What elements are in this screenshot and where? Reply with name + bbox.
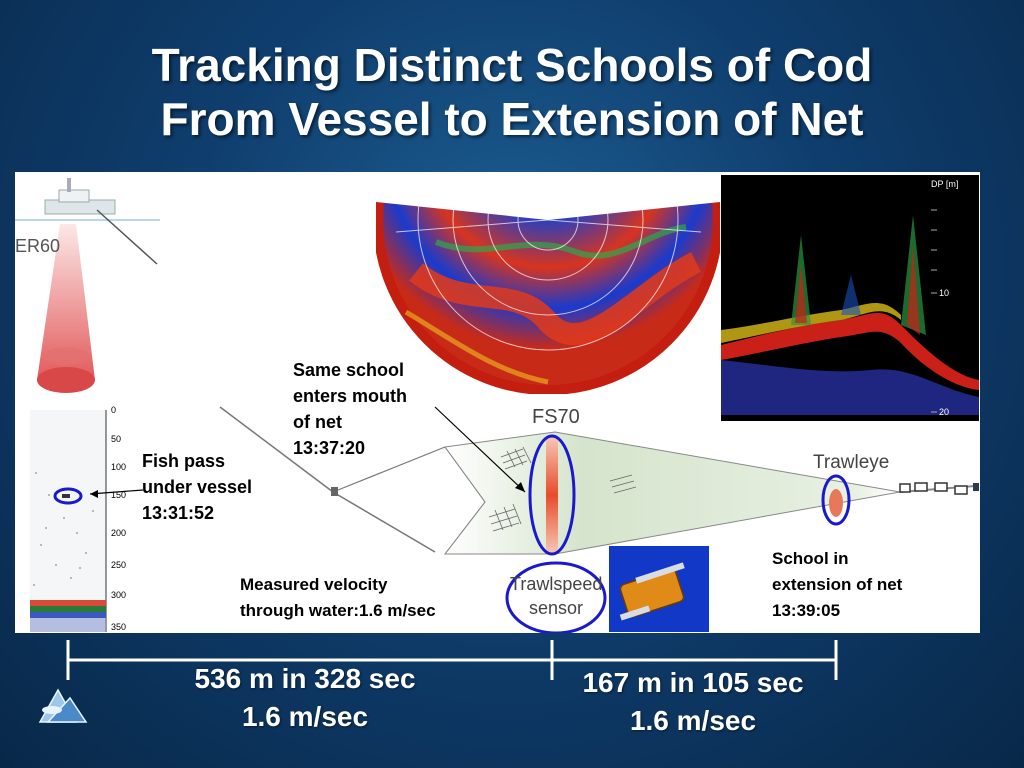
echo-tick: 20	[939, 407, 950, 417]
depth-tick: 50	[111, 434, 122, 444]
timeline-segment-2: 167 m in 105 sec 1.6 m/sec	[545, 664, 841, 740]
same-school-arrow	[434, 406, 526, 493]
callout-line: under vessel	[142, 477, 253, 497]
callout-line: School in	[772, 549, 849, 568]
callout-line: 13:31:52	[142, 503, 215, 523]
callout-line: Fish pass	[142, 451, 226, 471]
callout-line: 13:39:05	[772, 601, 841, 620]
trawlspeed-highlight	[505, 561, 607, 633]
callout-line: Same school	[293, 360, 405, 380]
er60-beam	[37, 224, 95, 393]
callout-line: 13:37:20	[293, 438, 366, 458]
echo-unit-label: DP [m]	[931, 179, 959, 189]
trawl-net	[219, 406, 979, 556]
callout-line: enters mouth	[293, 386, 408, 406]
echo-tick: 10	[939, 288, 950, 298]
callout-school-extension: School in extension of net 13:39:05	[772, 546, 902, 624]
depth-tick: 0	[111, 405, 117, 415]
trawleye-label: Trawleye	[813, 452, 890, 473]
depth-tick: 350	[111, 622, 127, 632]
trawleye-highlight	[821, 474, 851, 526]
callout-same-school: Same school enters mouth of net 13:37:20	[293, 357, 407, 461]
title-line-2: From Vessel to Extension of Net	[160, 93, 864, 145]
er60-echogram	[30, 410, 144, 632]
depth-tick: 250	[111, 560, 127, 570]
segment-1-speed: 1.6 m/sec	[241, 701, 369, 732]
fs70-label: FS70	[532, 406, 580, 428]
slide-title: Tracking Distinct Schools of Cod From Ve…	[0, 38, 1024, 146]
sensor-image	[609, 546, 709, 632]
title-line-1: Tracking Distinct Schools of Cod	[151, 39, 873, 91]
er60-label: ER60	[15, 236, 61, 256]
callout-line: extension of net	[772, 575, 903, 594]
depth-tick: 100	[111, 462, 127, 472]
vessel	[15, 178, 160, 265]
callout-fish-pass: Fish pass under vessel 13:31:52	[142, 448, 252, 526]
segment-1-distance: 536 m in 328 sec	[194, 663, 416, 694]
trawlspeed-line-1: Trawlspeed	[510, 574, 603, 594]
fs70-sonar-image	[376, 172, 720, 394]
callout-line: of net	[293, 412, 342, 432]
depth-tick: 150	[111, 490, 127, 500]
callout-velocity: Measured velocity through water:1.6 m/se…	[240, 572, 436, 624]
depth-tick: 300	[111, 590, 127, 600]
institute-logo	[38, 688, 88, 723]
callout-line: through water:1.6 m/sec	[240, 601, 436, 620]
diagram-svg	[15, 178, 979, 633]
timeline-segment-1: 536 m in 328 sec 1.6 m/sec	[140, 660, 470, 736]
net-mesh	[488, 446, 637, 532]
trawlspeed-label: Trawlspeed sensor	[510, 572, 602, 620]
callout-line: Measured velocity	[240, 575, 388, 594]
depth-tick: 200	[111, 528, 127, 538]
trawleye-echogram-image: DP [m] 10 20	[721, 175, 979, 421]
fs70-highlight	[528, 434, 576, 556]
segment-2-speed: 1.6 m/sec	[629, 705, 757, 736]
segment-2-distance: 167 m in 105 sec	[582, 667, 804, 698]
trawlspeed-line-2: sensor	[528, 598, 584, 618]
codend	[899, 482, 979, 495]
